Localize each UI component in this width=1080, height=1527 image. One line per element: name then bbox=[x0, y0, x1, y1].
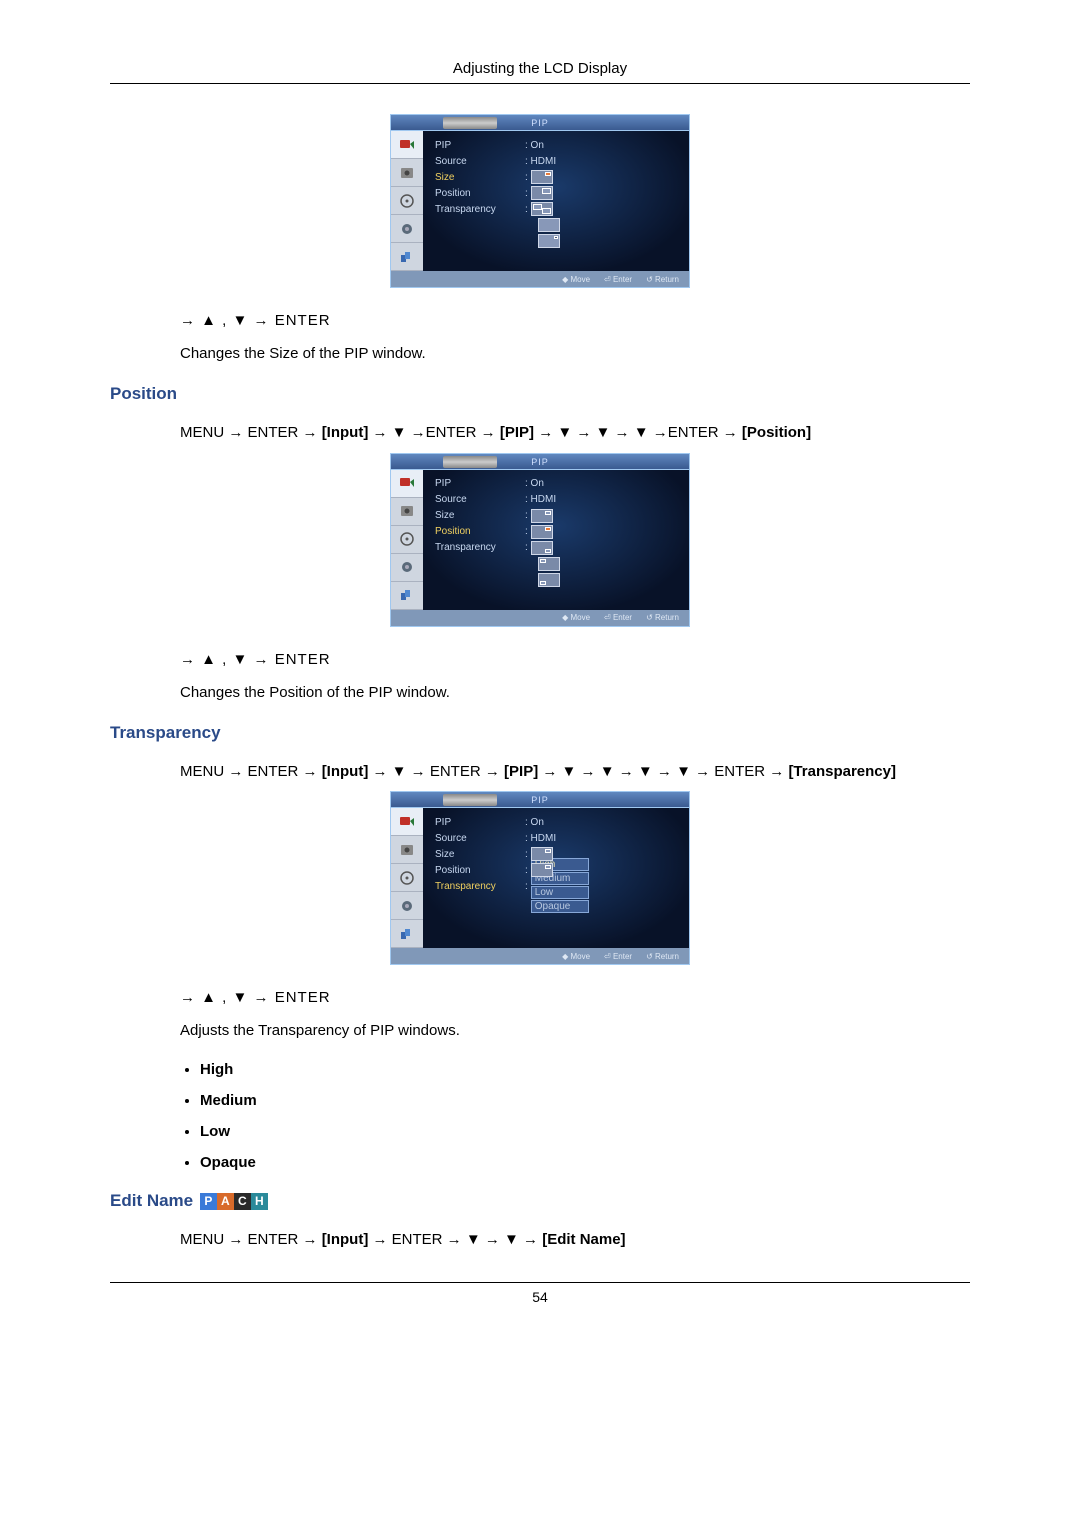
nav-keys: → ▲ , ▼ → ENTER bbox=[180, 989, 970, 1006]
osd-footer-move: ◆ Move bbox=[562, 275, 590, 284]
input-icon bbox=[391, 808, 423, 836]
transparency-path: MENU → ENTER → [Input] → ▼ → ENTER → [PI… bbox=[180, 761, 970, 784]
picture-icon bbox=[391, 159, 423, 187]
osd-val-on: : On bbox=[525, 817, 681, 828]
mode-badge-p: P bbox=[200, 1193, 217, 1210]
editname-path: MENU → ENTER → [Input] → ENTER → ▼ → ▼ →… bbox=[180, 1229, 970, 1252]
trans-opt-opaque: Opaque bbox=[531, 900, 589, 913]
size-opt-2 bbox=[531, 186, 553, 200]
osd-val-hdmi: : HDMI bbox=[525, 156, 681, 167]
mode-badges: PACH bbox=[200, 1193, 268, 1210]
pos-opt-1 bbox=[531, 525, 553, 539]
multi-icon bbox=[391, 582, 423, 610]
osd-lbl-size: Size bbox=[435, 172, 525, 183]
size-desc: Changes the Size of the PIP window. bbox=[180, 345, 970, 362]
osd-size-screenshot: PIP PIP: On Source: HDMI Size: Position:… bbox=[390, 114, 690, 288]
editname-heading: Edit Name PACH bbox=[110, 1191, 970, 1211]
pos-thumb bbox=[531, 863, 553, 877]
colon: : bbox=[525, 204, 528, 215]
size-thumb bbox=[531, 509, 553, 523]
transparency-bullets: High Medium Low Opaque bbox=[200, 1061, 970, 1171]
size-opt-5 bbox=[538, 234, 560, 248]
osd-icon-col bbox=[391, 470, 423, 610]
colon: : bbox=[525, 188, 528, 199]
colon: : bbox=[525, 510, 528, 521]
osd-lbl-pip: PIP bbox=[435, 478, 525, 489]
nav-keys: → ▲ , ▼ → ENTER bbox=[180, 651, 970, 668]
bullet-low: Low bbox=[200, 1123, 970, 1140]
osd-val-on: : On bbox=[525, 478, 681, 489]
setup-icon bbox=[391, 554, 423, 582]
size-opt-1 bbox=[531, 170, 553, 184]
position-heading: Position bbox=[110, 384, 970, 404]
osd-val-hdmi: : HDMI bbox=[525, 494, 681, 505]
input-icon bbox=[391, 131, 423, 159]
size-opt-3 bbox=[531, 202, 553, 216]
picture-icon bbox=[391, 498, 423, 526]
page-header: Adjusting the LCD Display bbox=[110, 60, 970, 84]
setup-icon bbox=[391, 892, 423, 920]
osd-val-hdmi: : HDMI bbox=[525, 833, 681, 844]
picture-icon bbox=[391, 836, 423, 864]
osd-title: PIP bbox=[391, 115, 689, 131]
position-path: MENU → ENTER → [Input] → ▼ →ENTER → [PIP… bbox=[180, 422, 970, 445]
position-desc: Changes the Position of the PIP window. bbox=[180, 684, 970, 701]
osd-icon-col bbox=[391, 131, 423, 271]
size-opt-4 bbox=[538, 218, 560, 232]
page-number: 54 bbox=[110, 1282, 970, 1305]
osd-lbl-pip: PIP bbox=[435, 817, 525, 828]
osd-footer-return: ↺ Return bbox=[646, 952, 679, 961]
sound-icon bbox=[391, 864, 423, 892]
osd-lbl-pip: PIP bbox=[435, 140, 525, 151]
osd-lbl-source: Source bbox=[435, 156, 525, 167]
colon: : bbox=[525, 881, 528, 892]
pos-opt-3 bbox=[538, 557, 560, 571]
mode-badge-c: C bbox=[234, 1193, 251, 1210]
sound-icon bbox=[391, 526, 423, 554]
trans-opt-low: Low bbox=[531, 886, 589, 899]
nav-keys: → ▲ , ▼ → ENTER bbox=[180, 312, 970, 329]
osd-lbl-trans: Transparency bbox=[435, 542, 525, 553]
bullet-medium: Medium bbox=[200, 1092, 970, 1109]
osd-position-screenshot: PIP PIP: On Source: HDMI Size: Position:… bbox=[390, 453, 690, 627]
osd-transparency-screenshot: PIP PIP: On Source: HDMI Size: Position:… bbox=[390, 791, 690, 965]
bullet-opaque: Opaque bbox=[200, 1154, 970, 1171]
transparency-heading: Transparency bbox=[110, 723, 970, 743]
osd-footer-move: ◆ Move bbox=[562, 613, 590, 622]
osd-lbl-size: Size bbox=[435, 849, 525, 860]
osd-lbl-size: Size bbox=[435, 510, 525, 521]
osd-lbl-position: Position bbox=[435, 188, 525, 199]
sound-icon bbox=[391, 187, 423, 215]
size-thumb bbox=[531, 847, 553, 861]
osd-footer-enter: ⏎ Enter bbox=[604, 952, 632, 961]
osd-lbl-trans: Transparency bbox=[435, 204, 525, 215]
osd-footer-enter: ⏎ Enter bbox=[604, 275, 632, 284]
input-icon bbox=[391, 470, 423, 498]
osd-title: PIP bbox=[391, 454, 689, 470]
osd-title: PIP bbox=[391, 792, 689, 808]
osd-footer-return: ↺ Return bbox=[646, 613, 679, 622]
mode-badge-h: H bbox=[251, 1193, 268, 1210]
setup-icon bbox=[391, 215, 423, 243]
multi-icon bbox=[391, 920, 423, 948]
pos-opt-2 bbox=[531, 541, 553, 555]
osd-footer-enter: ⏎ Enter bbox=[604, 613, 632, 622]
osd-footer-return: ↺ Return bbox=[646, 275, 679, 284]
colon: : bbox=[525, 542, 528, 553]
transparency-desc: Adjusts the Transparency of PIP windows. bbox=[180, 1022, 970, 1039]
multi-icon bbox=[391, 243, 423, 271]
osd-lbl-position: Position bbox=[435, 526, 525, 537]
osd-icon-col bbox=[391, 808, 423, 948]
osd-footer-move: ◆ Move bbox=[562, 952, 590, 961]
bullet-high: High bbox=[200, 1061, 970, 1078]
osd-lbl-source: Source bbox=[435, 494, 525, 505]
colon: : bbox=[525, 172, 528, 183]
osd-lbl-trans: Transparency bbox=[435, 881, 525, 892]
colon: : bbox=[525, 526, 528, 537]
pos-opt-4 bbox=[538, 573, 560, 587]
osd-lbl-position: Position bbox=[435, 865, 525, 876]
mode-badge-a: A bbox=[217, 1193, 234, 1210]
osd-lbl-source: Source bbox=[435, 833, 525, 844]
osd-val-on: : On bbox=[525, 140, 681, 151]
